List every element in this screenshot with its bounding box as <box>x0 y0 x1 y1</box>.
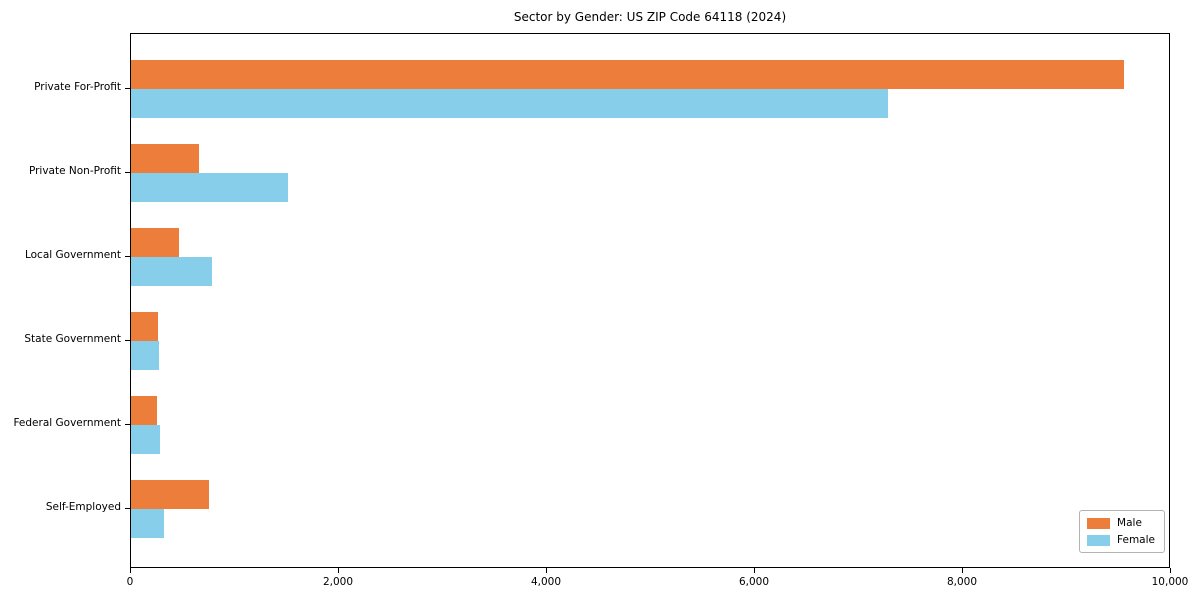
y-tick-mark <box>125 424 130 425</box>
x-tick-mark <box>962 568 963 573</box>
y-tick-mark <box>125 88 130 89</box>
x-tick-mark <box>1170 568 1171 573</box>
x-tick-mark <box>130 568 131 573</box>
plot-area: Male Female <box>130 33 1170 568</box>
bar-male-6 <box>131 480 209 509</box>
y-tick-mark <box>125 340 130 341</box>
category-label-5: Federal Government <box>13 417 121 429</box>
x-tick-label-4,000: 4,000 <box>530 576 562 588</box>
female-series-swatch <box>1087 534 1111 546</box>
legend-row-female: Female <box>1087 534 1155 546</box>
bar-female-5 <box>131 425 161 454</box>
bar-male-1 <box>131 60 1125 89</box>
category-label-1: Private For-Profit <box>34 81 121 93</box>
x-tick-label-10,000: 10,000 <box>1151 576 1189 588</box>
x-tick-mark <box>546 568 547 573</box>
bar-male-3 <box>131 228 180 257</box>
category-label-4: State Government <box>24 333 121 345</box>
bar-male-5 <box>131 396 157 425</box>
x-tick-label-6,000: 6,000 <box>738 576 770 588</box>
bar-female-3 <box>131 257 213 286</box>
category-label-2: Private Non-Profit <box>28 165 121 177</box>
x-tick-mark <box>754 568 755 573</box>
bar-female-1 <box>131 89 889 118</box>
bar-male-4 <box>131 312 158 341</box>
bar-female-2 <box>131 173 288 202</box>
x-tick-mark <box>338 568 339 573</box>
chart-title: Sector by Gender: US ZIP Code 64118 (202… <box>513 10 787 24</box>
y-tick-mark <box>125 508 130 509</box>
x-tick-label-2,000: 2,000 <box>322 576 354 588</box>
y-tick-mark <box>125 172 130 173</box>
y-tick-mark <box>125 256 130 257</box>
bar-female-4 <box>131 341 159 370</box>
legend-label-male: Male <box>1117 517 1142 529</box>
x-tick-label-0: 0 <box>126 576 134 588</box>
category-label-3: Local Government <box>24 249 121 261</box>
bar-female-6 <box>131 509 164 538</box>
category-label-6: Self-Employed <box>45 501 121 513</box>
legend-label-female: Female <box>1117 534 1155 546</box>
legend-row-male: Male <box>1087 517 1155 529</box>
x-tick-label-8,000: 8,000 <box>946 576 978 588</box>
legend: Male Female <box>1079 510 1165 553</box>
bar-male-2 <box>131 144 199 173</box>
male-series-swatch <box>1087 517 1111 529</box>
